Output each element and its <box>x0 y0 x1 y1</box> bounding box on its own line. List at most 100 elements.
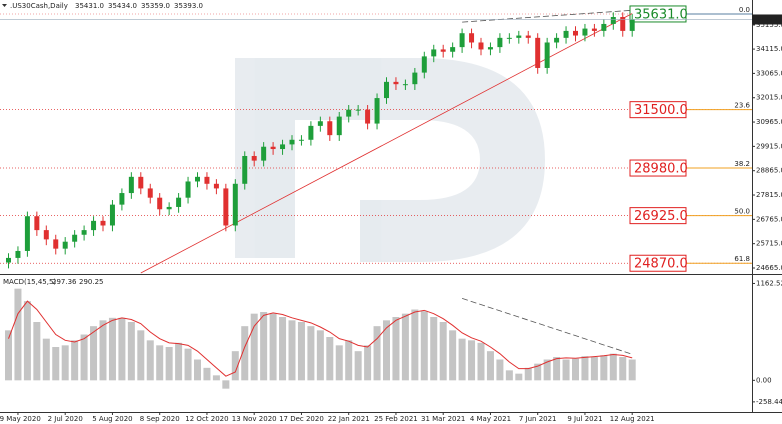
x-tick-label: 5 Aug 2020 <box>92 415 132 423</box>
macd-bar <box>326 337 334 381</box>
level-ratio: 50.0 <box>734 208 750 216</box>
candle-body <box>195 176 200 182</box>
macd-bar <box>231 351 239 381</box>
x-tick-label: 7 Jun 2021 <box>519 415 557 423</box>
candle-body <box>109 204 115 226</box>
candle-body <box>308 125 314 140</box>
candle-body <box>591 28 597 31</box>
level-label: 28980.0 <box>634 162 688 177</box>
candle-body <box>119 193 125 205</box>
candle-body <box>24 216 30 251</box>
macd-bar <box>297 322 305 381</box>
candle-body <box>15 250 21 258</box>
macd-bar <box>279 317 287 381</box>
macd-bar <box>345 340 353 381</box>
macd-bar <box>477 342 485 381</box>
candle-body <box>355 109 361 111</box>
candle-body <box>34 216 40 231</box>
x-tick-label: 12 Aug 2021 <box>610 415 655 423</box>
candle-body <box>469 33 475 43</box>
candle-body <box>478 42 484 50</box>
macd-header: MACD(15,45,5) <box>3 278 56 286</box>
header-value: 35434.0 <box>108 2 137 10</box>
macd-header-value: 290.25 <box>79 278 104 286</box>
x-tick-label: 4 May 2021 <box>470 415 511 423</box>
candle-body <box>157 197 163 210</box>
candle-body <box>327 121 333 136</box>
candle-body <box>610 17 616 24</box>
x-tick-label: 31 Mar 2021 <box>421 415 465 423</box>
candle-body <box>81 230 87 235</box>
candle-body <box>346 109 352 117</box>
y-tick-label: 0.00 <box>756 376 772 384</box>
macd-bar <box>175 342 183 381</box>
macd-bar <box>99 320 107 381</box>
candle-body <box>459 33 465 48</box>
header-value: 35431.0 <box>75 2 104 10</box>
level-ratio: 23.6 <box>734 102 750 110</box>
macd-bar <box>572 358 579 381</box>
macd-bar <box>137 330 145 381</box>
macd-header-value: 297.36 <box>52 278 77 286</box>
candle-body <box>298 139 304 141</box>
y-tick-label: 33065.0 <box>756 69 782 77</box>
macd-bar <box>609 353 617 381</box>
candle-body <box>573 30 578 36</box>
candle-body <box>544 42 550 68</box>
macd-bar <box>354 351 362 381</box>
macd-bar <box>505 370 513 381</box>
macd-bar <box>165 347 173 381</box>
level-label: 35631.0 <box>634 7 688 22</box>
macd-bar <box>364 345 372 381</box>
candle-body <box>223 188 229 226</box>
level-label-box <box>629 101 687 119</box>
x-tick-label: 13 Nov 2020 <box>232 415 277 423</box>
macd-bar <box>307 326 315 381</box>
candle-body <box>497 37 503 48</box>
macd-bar <box>383 320 390 381</box>
macd-bar <box>411 309 419 381</box>
macd-bar <box>449 330 457 381</box>
candle-body <box>336 116 342 136</box>
candle-body <box>525 35 531 38</box>
macd-bar <box>90 326 98 381</box>
macd-bar <box>61 345 69 381</box>
candle-body <box>412 72 418 85</box>
macd-bar <box>23 301 31 381</box>
candle-body <box>204 176 210 184</box>
candle-body <box>53 239 59 249</box>
x-tick-label: 2 Jul 2020 <box>48 415 83 423</box>
macd-bar <box>486 351 494 381</box>
y-tick-label: 34115.0 <box>756 45 782 53</box>
level-label-box <box>629 159 687 177</box>
y-tick-label: 30965.0 <box>756 118 782 126</box>
macd-bar <box>468 340 476 381</box>
candle-body <box>374 98 380 124</box>
macd-bar <box>590 357 598 381</box>
chart-header: .US30Cash,Daily <box>10 2 68 10</box>
macd-bar <box>52 347 60 381</box>
macd-bar <box>392 317 400 381</box>
header-value: 35393.0 <box>174 2 203 10</box>
header-value: 35359.0 <box>141 2 170 10</box>
macd-bar <box>212 375 220 381</box>
candle-body <box>620 17 626 31</box>
macd-bar <box>269 313 277 381</box>
current-price-box <box>752 14 782 25</box>
candle-body <box>582 28 588 36</box>
y-tick-label: 25715.0 <box>756 240 782 248</box>
x-tick-label: 8 Sep 2020 <box>140 415 180 423</box>
macd-bar <box>288 320 296 381</box>
trendline <box>462 9 633 23</box>
macd-bar <box>534 363 542 381</box>
y-tick-label: 32015.0 <box>756 94 782 102</box>
y-tick-label: -258.44 <box>756 398 782 406</box>
macd-bar <box>458 338 466 381</box>
macd-bar <box>14 288 22 381</box>
level-label: 24870.0 <box>634 257 688 272</box>
macd-bar <box>401 313 409 381</box>
macd-bar <box>543 359 551 381</box>
candle-body <box>147 188 153 198</box>
candle-body <box>261 146 267 161</box>
